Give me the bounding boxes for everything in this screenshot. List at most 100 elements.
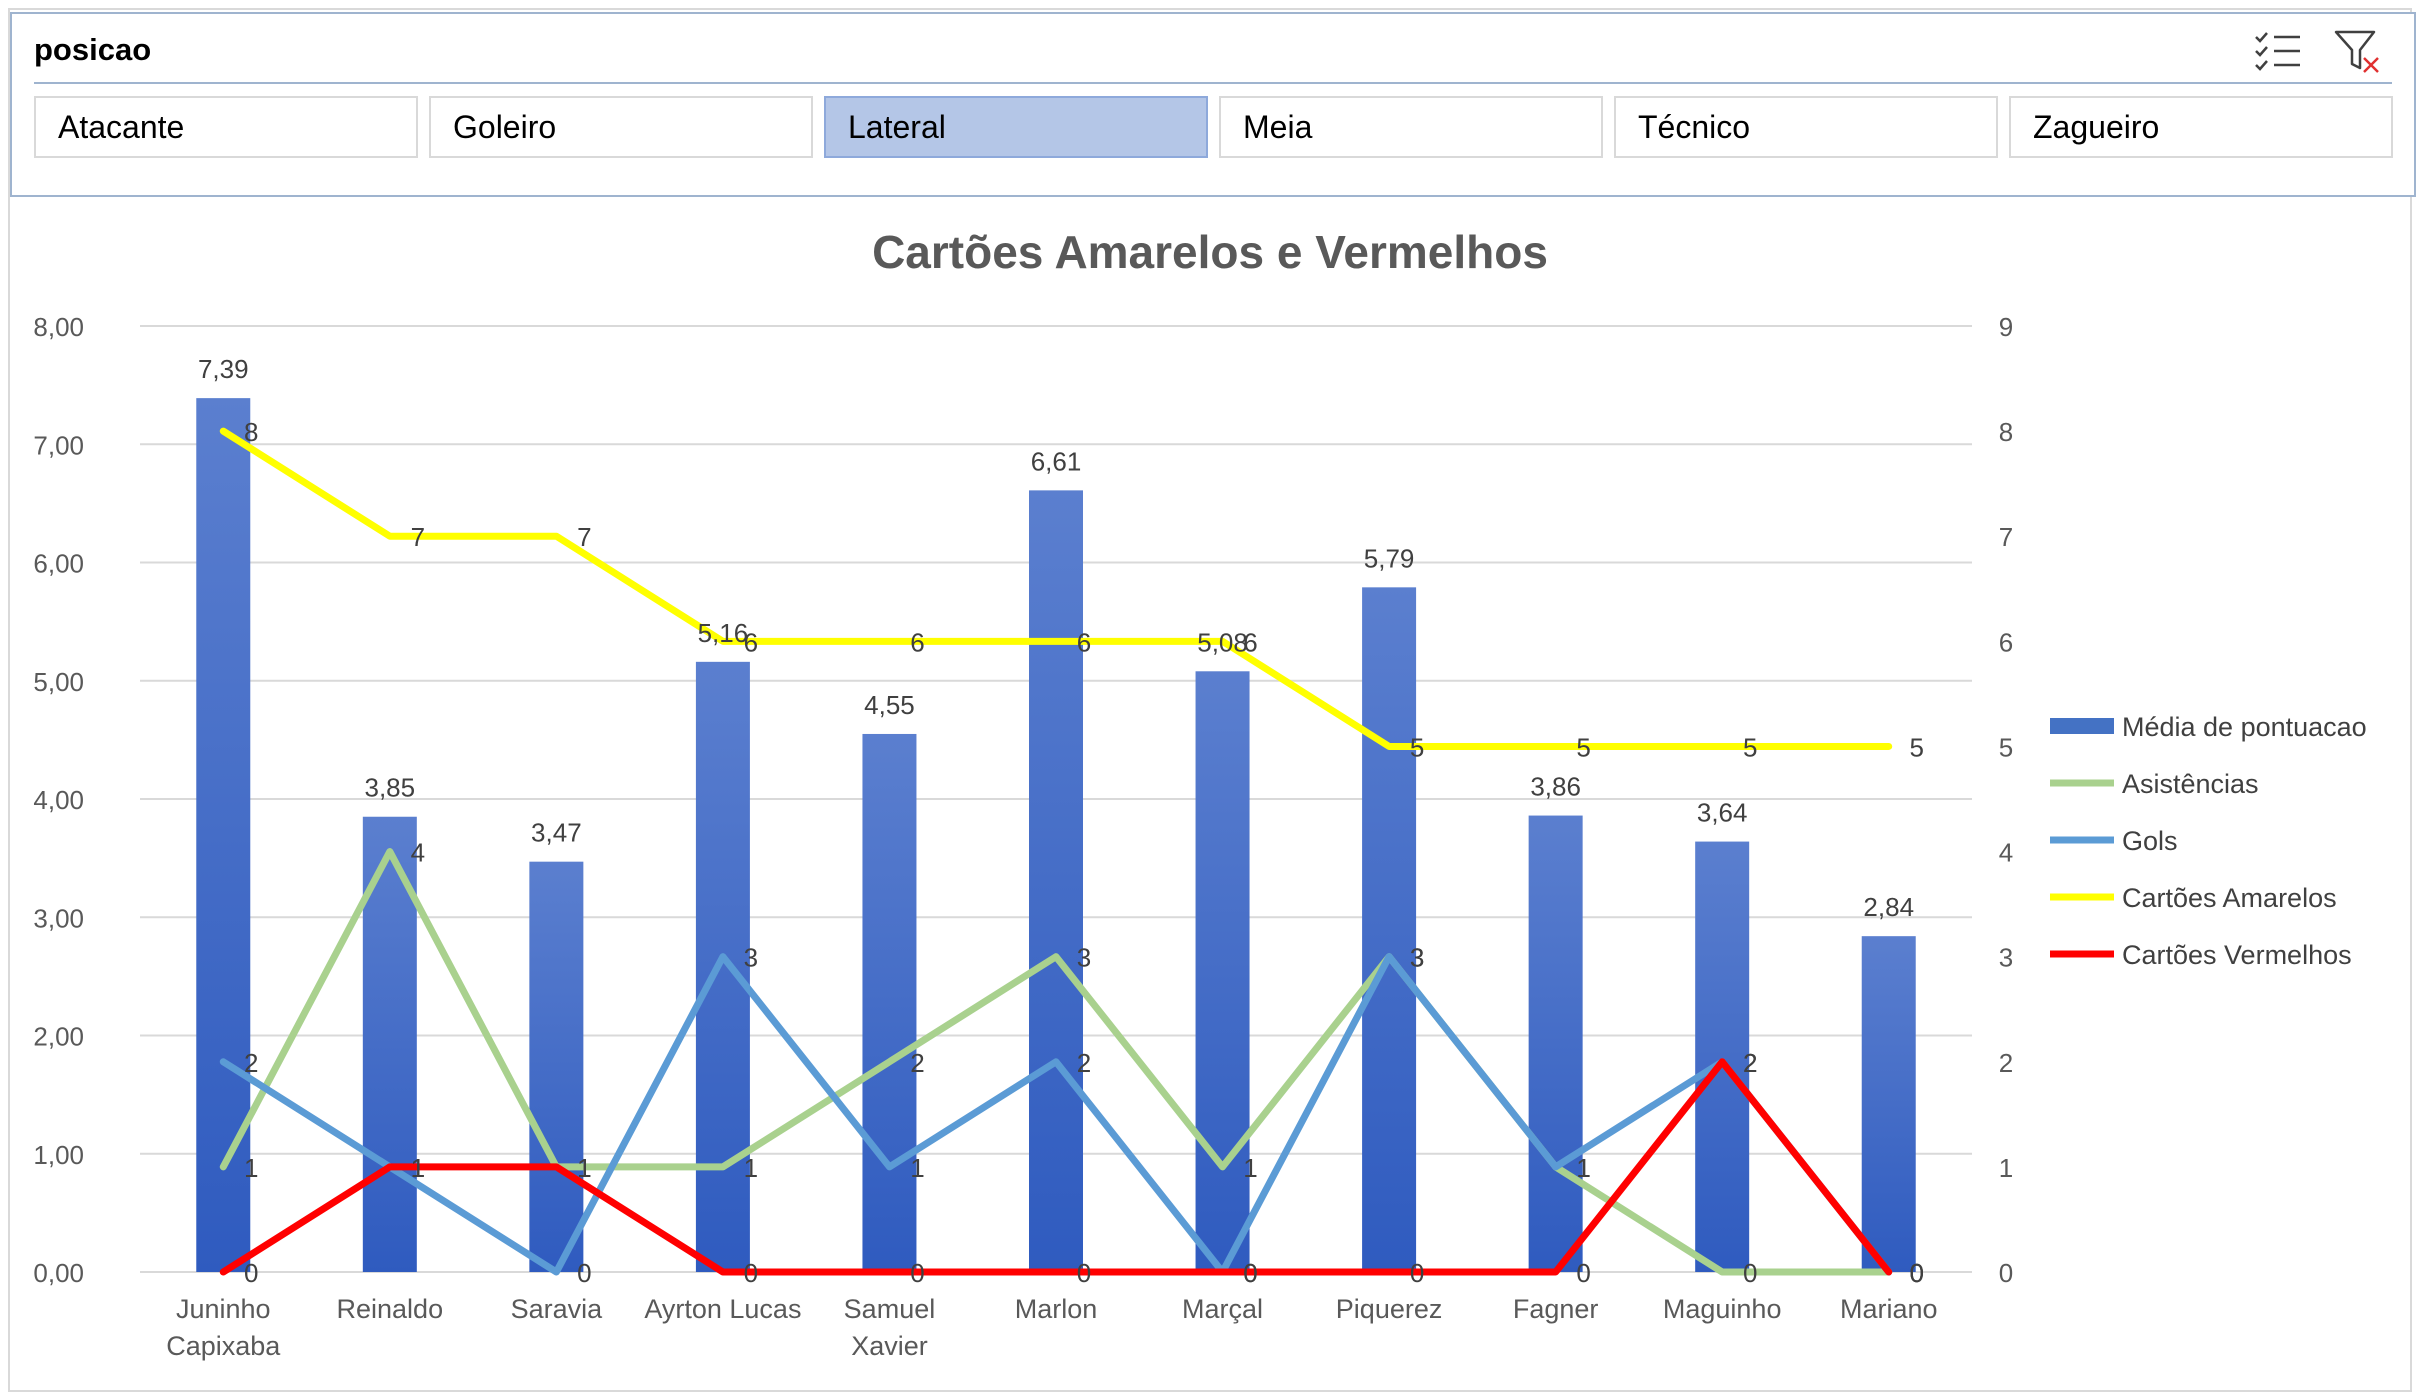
bar bbox=[1362, 587, 1417, 1272]
bar-value-label: 3,47 bbox=[531, 818, 582, 848]
line-value-label: 0 bbox=[1909, 1258, 1923, 1288]
chart-title: Cartões Amarelos e Vermelhos bbox=[872, 226, 1548, 278]
bar bbox=[1695, 841, 1750, 1272]
x-tick-label: Samuel Xavier bbox=[844, 1294, 936, 1361]
line-cart-es-amarelos bbox=[219, 427, 1893, 750]
slicer-option-tecnico[interactable]: Técnico bbox=[1614, 96, 1998, 158]
bar-value-label: 2,84 bbox=[1863, 892, 1914, 922]
line-value-label: 1 bbox=[411, 1153, 425, 1183]
data-labels: 7,39 3,85 3,47 5,16 4,55 6,61 5,08 5,79 3,86 3,64… bbox=[198, 354, 1924, 1288]
line-value-label: 0 bbox=[1243, 1258, 1257, 1288]
slicer-option-zagueiro[interactable]: Zagueiro bbox=[2009, 96, 2393, 158]
line-value-label: 5 bbox=[1909, 732, 1923, 762]
line-value-label: 3 bbox=[1077, 943, 1091, 973]
line-value-label: 4 bbox=[411, 838, 425, 868]
x-tick-label: Reinaldo bbox=[337, 1294, 444, 1324]
bar-value-label: 5,08 bbox=[1197, 627, 1248, 657]
line-cart-es-vermelhos bbox=[219, 1058, 1893, 1276]
x-tick-label: Mariano bbox=[1840, 1294, 1938, 1324]
line-value-label: 1 bbox=[577, 1153, 591, 1183]
line-value-label: 1 bbox=[411, 1153, 425, 1183]
line-value-label: 5 bbox=[1743, 732, 1757, 762]
y-axis-right: 0 1 2 3 4 5 6 7 8 9 bbox=[1999, 312, 2013, 1288]
line-value-label: 3 bbox=[1410, 943, 1424, 973]
slicer-option-lateral[interactable]: Lateral bbox=[824, 96, 1208, 158]
bar bbox=[1861, 936, 1916, 1272]
line-value-label: 3 bbox=[1410, 943, 1424, 973]
x-tick-label: Marlon bbox=[1015, 1294, 1098, 1324]
x-tick-label: Saravia bbox=[511, 1294, 604, 1324]
line-value-label: 1 bbox=[577, 1153, 591, 1183]
slicer-header: posicao bbox=[12, 14, 2414, 82]
legend-swatch bbox=[2050, 718, 2114, 734]
bar-value-label: 4,55 bbox=[864, 690, 915, 720]
slicer-option-meia[interactable]: Meia bbox=[1219, 96, 1603, 158]
y-right-tick-label: 5 bbox=[1999, 732, 2013, 762]
slicer-option-goleiro[interactable]: Goleiro bbox=[429, 96, 813, 158]
y-right-tick-label: 9 bbox=[1999, 312, 2013, 342]
slicer-option-atacante[interactable]: Atacante bbox=[34, 96, 418, 158]
y-left-tick-label: 7,00 bbox=[33, 430, 84, 460]
line-value-label: 6 bbox=[1243, 627, 1257, 657]
line-value-label: 2 bbox=[910, 1048, 924, 1078]
y-left-tick-label: 2,00 bbox=[33, 1022, 84, 1052]
bar bbox=[862, 733, 917, 1272]
line-value-label: 2 bbox=[1077, 1048, 1091, 1078]
line-value-label: 7 bbox=[411, 522, 425, 552]
legend-label: Média de pontuacao bbox=[2122, 712, 2367, 742]
line-value-label: 0 bbox=[1576, 1258, 1590, 1288]
legend-item: Cartões Vermelhos bbox=[2050, 940, 2352, 970]
line-value-label: 2 bbox=[244, 1048, 258, 1078]
line-value-label: 1 bbox=[744, 1153, 758, 1183]
legend-item: Asistências bbox=[2050, 769, 2259, 799]
line-value-label: 5 bbox=[1576, 732, 1590, 762]
line-series bbox=[219, 427, 1893, 1276]
line-value-label: 0 bbox=[1243, 1258, 1257, 1288]
bar-value-label: 6,61 bbox=[1031, 446, 1082, 476]
y-left-tick-label: 5,00 bbox=[33, 667, 84, 697]
line-value-label: 6 bbox=[744, 627, 758, 657]
legend-label: Gols bbox=[2122, 826, 2178, 856]
line-value-label: 7 bbox=[577, 522, 591, 552]
line-value-label: 0 bbox=[577, 1258, 591, 1288]
legend-item: Gols bbox=[2050, 826, 2178, 856]
line-value-label: 1 bbox=[1576, 1153, 1590, 1183]
line-value-label: 1 bbox=[1243, 1153, 1257, 1183]
line-value-label: 3 bbox=[744, 943, 758, 973]
line-value-label: 1 bbox=[244, 1153, 258, 1183]
bar bbox=[1528, 815, 1583, 1272]
legend-label: Cartões Vermelhos bbox=[2122, 940, 2352, 970]
x-tick-label: Juninho Capixaba bbox=[166, 1294, 281, 1361]
y-left-tick-label: 4,00 bbox=[33, 785, 84, 815]
x-tick-label: Fagner bbox=[1513, 1294, 1599, 1324]
line-gols bbox=[219, 953, 1893, 1276]
slicer-divider bbox=[34, 82, 2392, 84]
multi-select-icon[interactable] bbox=[2250, 24, 2308, 78]
line-value-label: 5 bbox=[1410, 732, 1424, 762]
clear-filter-icon[interactable] bbox=[2330, 24, 2388, 78]
bar bbox=[1195, 671, 1250, 1272]
x-tick-label: Piquerez bbox=[1336, 1294, 1443, 1324]
bar bbox=[695, 661, 750, 1272]
line-value-label: 0 bbox=[910, 1258, 924, 1288]
y-left-tick-label: 1,00 bbox=[33, 1140, 84, 1170]
line-value-label: 2 bbox=[1743, 1048, 1757, 1078]
bar-value-label: 5,79 bbox=[1364, 543, 1415, 573]
y-right-tick-label: 1 bbox=[1999, 1153, 2013, 1183]
bar bbox=[529, 861, 584, 1272]
bar-value-label: 3,86 bbox=[1530, 772, 1581, 802]
line-value-label: 2 bbox=[1743, 1048, 1757, 1078]
y-right-tick-label: 4 bbox=[1999, 838, 2013, 868]
legend-label: Cartões Amarelos bbox=[2122, 883, 2337, 913]
line-value-label: 8 bbox=[244, 417, 258, 447]
y-left-tick-label: 6,00 bbox=[33, 549, 84, 579]
slicer-button-group: Atacante Goleiro Lateral Meia Técnico Za… bbox=[34, 96, 2394, 160]
x-tick-label: Maguinho bbox=[1663, 1294, 1782, 1324]
line-value-label: 1 bbox=[1576, 1153, 1590, 1183]
line-value-label: 0 bbox=[1410, 1258, 1424, 1288]
bar bbox=[196, 398, 251, 1272]
line-value-label: 0 bbox=[1743, 1258, 1757, 1288]
legend: Média de pontuacao Asistências Gols Cartões… bbox=[2050, 712, 2367, 970]
x-axis: Juninho Capixaba Reinaldo Saravia Ayrton Luc… bbox=[166, 1294, 1937, 1361]
